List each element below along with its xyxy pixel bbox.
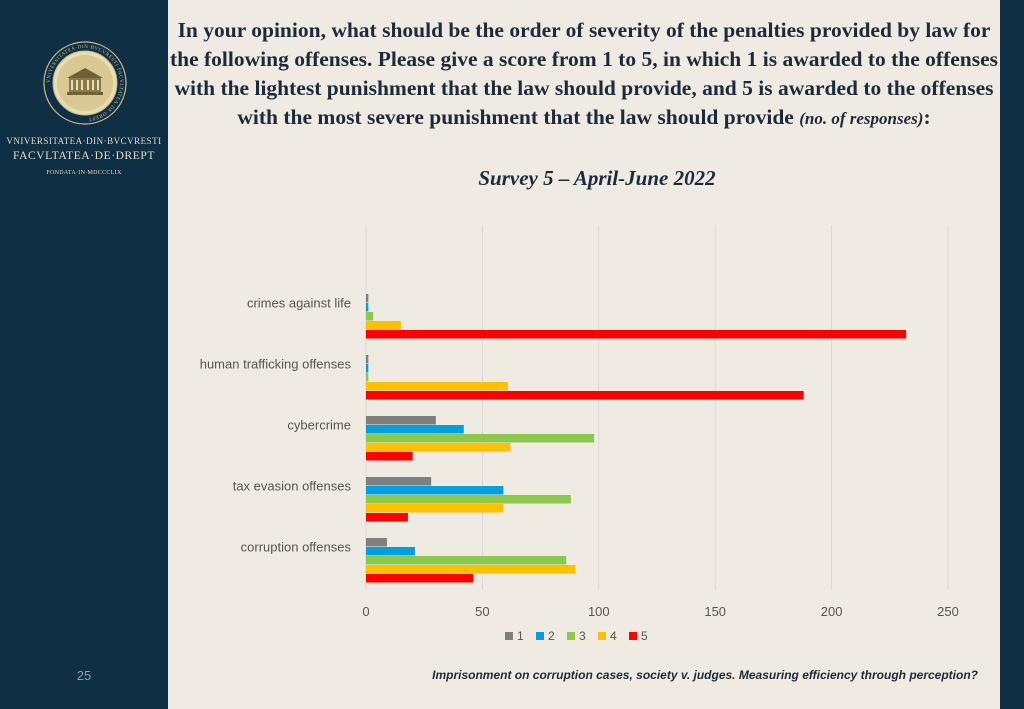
bar	[366, 495, 571, 504]
bar	[366, 486, 504, 495]
right-strip	[1000, 0, 1024, 709]
left-sidebar: VNIVERSITATEA·DIN·BVCVRESTI·FACVLTATEA·D…	[0, 0, 168, 709]
legend-swatch	[505, 632, 513, 640]
bar	[366, 574, 474, 583]
bar	[366, 452, 413, 461]
faculty-seal: VNIVERSITATEA·DIN·BVCVRESTI·FACVLTATEA·D…	[42, 40, 128, 126]
bar	[366, 416, 436, 425]
bar-chart: 0 50 100 150 200 250 crimes against life human …	[200, 225, 959, 643]
bar	[366, 364, 369, 373]
legend-label: 4	[610, 629, 617, 643]
bar	[366, 565, 576, 574]
bar	[366, 443, 511, 452]
bar	[366, 373, 369, 382]
slide-content: In your opinion, what should be the orde…	[168, 0, 1000, 709]
category-label: human trafficking offenses	[200, 357, 352, 372]
bar	[366, 504, 504, 513]
category-label: tax evasion offenses	[233, 479, 352, 494]
x-tick-label: 250	[937, 604, 959, 619]
category-label: corruption offenses	[241, 540, 352, 555]
category-label: cybercrime	[287, 418, 351, 433]
legend-swatch	[629, 632, 637, 640]
bar	[366, 477, 432, 486]
title-main: In your opinion, what should be the orde…	[169, 18, 999, 129]
bar	[366, 425, 464, 434]
title-paren: (no. of responses)	[799, 109, 924, 128]
x-tick-label: 200	[821, 604, 843, 619]
bar	[366, 321, 401, 330]
legend-label: 5	[641, 629, 648, 643]
bar	[366, 355, 369, 364]
slide-subtitle: Survey 5 – April-June 2022	[478, 166, 716, 190]
bar	[366, 312, 373, 321]
x-tick-label: 100	[588, 604, 610, 619]
faculty-name: FACVLTATEA·DE·DREPT	[12, 150, 156, 162]
bar	[366, 391, 804, 400]
bar	[366, 556, 567, 565]
legend-swatch	[598, 632, 606, 640]
x-tick-label: 50	[475, 604, 489, 619]
page-number: 25	[76, 668, 92, 683]
bar	[366, 382, 509, 391]
legend-swatch	[567, 632, 575, 640]
seal-icon: VNIVERSITATEA·DIN·BVCVRESTI·FACVLTATEA·D…	[43, 41, 127, 125]
bar	[366, 434, 595, 443]
university-name: VNIVERSITATEA·DIN·BVCVRESTI	[6, 136, 162, 146]
slide-title: In your opinion, what should be the orde…	[168, 16, 1000, 133]
x-tick-label: 0	[362, 604, 369, 619]
bar	[366, 538, 387, 547]
legend-label: 1	[517, 629, 524, 643]
footer-text: Imprisonment on corruption cases, societ…	[432, 668, 978, 682]
legend-label: 2	[548, 629, 555, 643]
x-tick-label: 150	[704, 604, 726, 619]
category-label: crimes against life	[247, 296, 351, 311]
bar	[366, 303, 369, 312]
bar	[366, 330, 907, 339]
founded-line: FONDATA·IN·MDCCCLIX	[46, 170, 122, 176]
bar	[366, 547, 415, 556]
legend-swatch	[536, 632, 544, 640]
title-colon: :	[923, 105, 931, 129]
bar	[366, 513, 408, 522]
legend-label: 3	[579, 629, 586, 643]
bar	[366, 294, 369, 303]
